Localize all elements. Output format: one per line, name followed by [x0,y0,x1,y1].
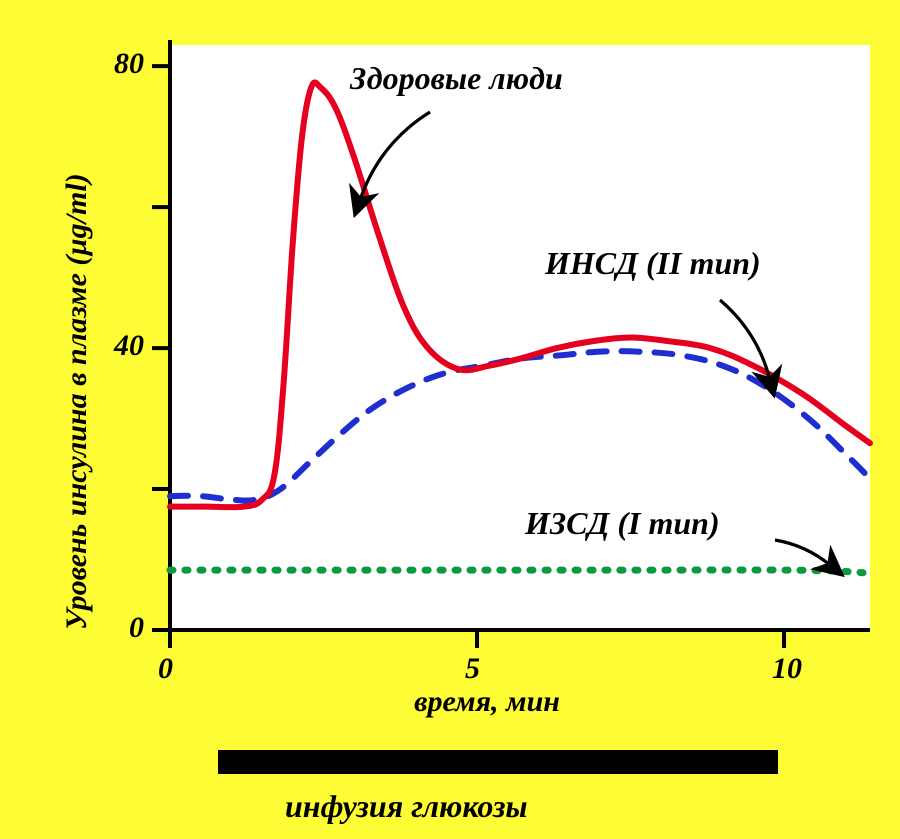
y-tick-label: 40 [114,329,144,363]
x-tick-label: 10 [772,652,802,686]
infusion-label: инфузия глюкозы [285,788,528,825]
y-tick-label: 0 [129,611,144,645]
y-axis-label: Уровень инсулина в плазме (µg/ml) [60,35,94,630]
infusion-bar [218,750,778,774]
annotation-type1: ИЗСД (I тип) [525,505,720,542]
x-tick-label: 0 [158,652,173,686]
y-tick-label: 80 [114,47,144,81]
chart-frame: Уровень инсулина в плазме (µg/ml) время,… [0,0,900,839]
x-tick-label: 5 [465,652,480,686]
annotation-healthy: Здоровые люди [350,60,563,97]
x-axis-label: время, мин [377,685,597,719]
annotation-type2: ИНСД (II тип) [545,245,761,282]
